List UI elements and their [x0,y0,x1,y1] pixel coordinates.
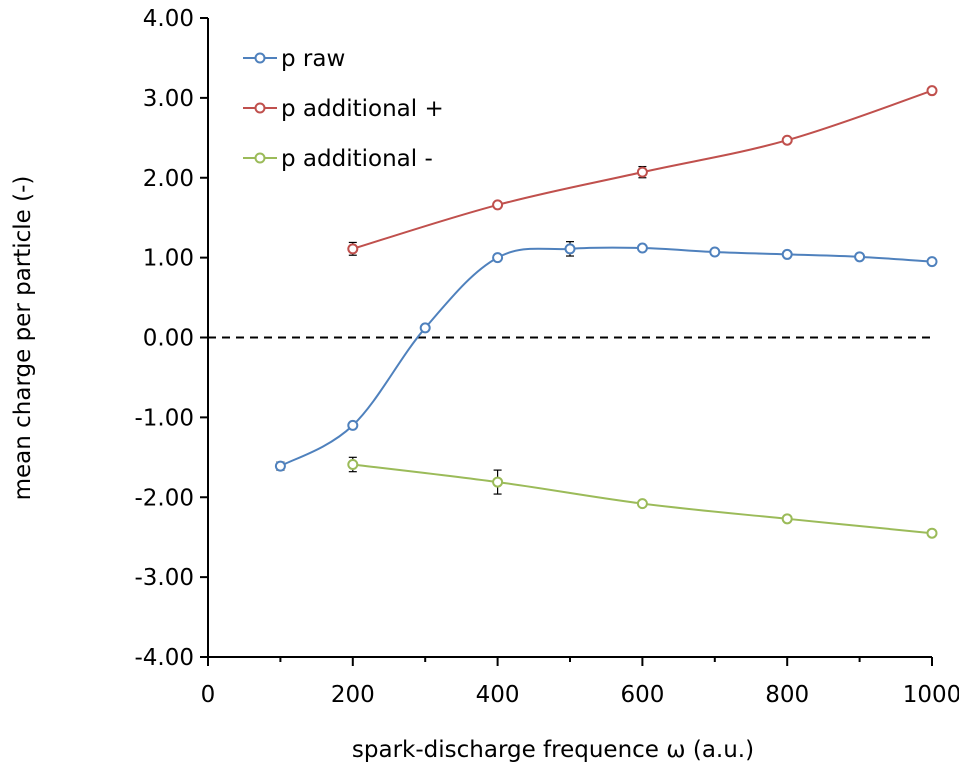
data-point [781,134,793,146]
series-1 [347,85,938,256]
axes: -4.00 -3.00 -2.00 -1.00 0.00 1.00 2.00 3.00 4.00… [134,6,959,708]
legend-marker [254,52,266,64]
data-point [926,256,938,268]
data-point [347,459,359,471]
y-tick-label: 2.00 [143,166,194,192]
data-point [492,252,504,264]
data-point [926,527,938,539]
data-point [854,251,866,263]
y-tick-label: 3.00 [143,86,194,112]
y-tick-label: -1.00 [134,405,194,431]
x-tick-label: 1000 [903,682,959,708]
x-tick-label: 800 [765,682,809,708]
data-point [781,513,793,525]
series-line [279,246,933,467]
legend: p raw p additional + p additional - [243,46,444,172]
legend-label: p raw [281,46,345,72]
x-tick-label: 400 [476,682,520,708]
data-point [492,476,504,488]
y-axis-title: mean charge per particle (-) [10,176,36,501]
y-tick-label: -2.00 [134,485,194,511]
data-point [347,243,359,255]
series-layer [274,85,938,539]
legend-label: p additional + [281,96,444,122]
data-point [419,322,431,334]
y-tick-label: -3.00 [134,565,194,591]
x-tick-label: 600 [620,682,664,708]
series-2 [347,456,938,539]
data-point [709,246,721,258]
data-point [564,243,576,255]
data-point [781,248,793,260]
x-axis-title: spark-discharge frequence ω (a.u.) [352,737,754,763]
legend-marker [254,102,266,114]
series-0 [274,241,938,472]
legend-marker [254,152,266,164]
data-point [492,199,504,211]
y-tick-label: 1.00 [143,246,194,272]
y-tick-label: -4.00 [134,645,194,671]
data-point [347,419,359,431]
x-tick-label: 200 [331,682,375,708]
legend-label: p additional - [281,146,433,172]
data-point [274,460,286,472]
data-point [926,85,938,97]
y-tick-label: 0.00 [143,326,194,352]
data-point [636,166,648,178]
data-point [636,498,648,510]
data-point [636,242,648,254]
y-tick-label: 4.00 [143,6,194,32]
x-tick-label: 0 [201,682,216,708]
